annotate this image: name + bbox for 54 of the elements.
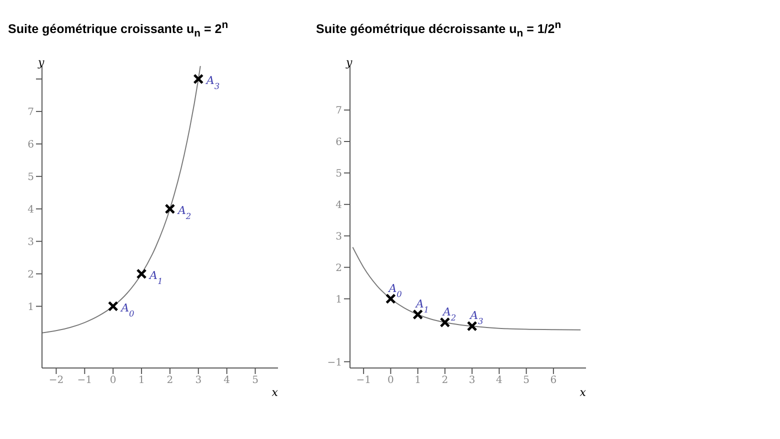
y-tick-label: 7 xyxy=(336,106,342,117)
point xyxy=(193,74,204,84)
line-series xyxy=(352,246,582,330)
x-axis-title: x xyxy=(272,386,279,399)
point xyxy=(440,317,450,328)
x-tick-label: 4 xyxy=(224,375,230,386)
y-tick-label: 5 xyxy=(336,168,342,180)
x-tick-label: 3 xyxy=(468,375,476,386)
chart-title: Suite géométrique croissante u$_{n}$ = 2$^{n}$ xyxy=(8,20,228,40)
y-tick-label: 1 xyxy=(28,302,34,313)
y-tick-label: 2 xyxy=(28,269,34,280)
x-tick-label: 3 xyxy=(195,375,202,386)
x-tick-label: 5 xyxy=(252,375,258,386)
x-tick-label: 6 xyxy=(550,375,557,386)
annotation: A$_{0}$ xyxy=(388,282,402,299)
point xyxy=(136,268,147,280)
x-tick-label: 0 xyxy=(110,375,116,386)
annotation: A$_{1}$ xyxy=(148,268,163,286)
y-tick-label: 3 xyxy=(336,231,342,242)
point xyxy=(466,320,478,332)
y-tick-label: 3 xyxy=(28,236,34,248)
y-tick-label: 4 xyxy=(336,200,342,211)
annotation: A$_{3}$ xyxy=(205,74,220,91)
y-tick-label: 6 xyxy=(336,137,342,148)
x-tick-label: 4 xyxy=(496,375,502,386)
y-tick-label: 2 xyxy=(336,262,342,274)
point xyxy=(385,294,396,304)
x-tick-label: 5 xyxy=(523,375,530,386)
chart-title: Suite géométrique décroissante u$_{n}$ = 1/2$^{n}$ xyxy=(316,20,562,40)
point xyxy=(412,309,424,320)
x-tick-label: 2 xyxy=(166,375,174,386)
x-tick-label: −2 xyxy=(48,375,64,386)
x-tick-label: 2 xyxy=(442,375,448,386)
x-tick-label: −1 xyxy=(356,375,371,386)
annotation: A$_{0}$ xyxy=(120,301,134,318)
x-tick-label: −1 xyxy=(77,375,92,386)
y-axis-title: y xyxy=(345,56,353,69)
x-tick-label: 1 xyxy=(138,375,145,386)
y-tick-label: −1 xyxy=(327,357,342,368)
y-tick-label: 4 xyxy=(28,204,34,216)
point xyxy=(108,301,118,312)
y-tick-label: 7 xyxy=(28,107,34,118)
point xyxy=(164,204,176,214)
annotation: A$_{2}$ xyxy=(176,204,192,221)
annotation: A$_{2}$ xyxy=(442,305,456,322)
y-tick-label: 6 xyxy=(28,139,34,150)
x-axis-title: x xyxy=(580,386,587,399)
annotation: A$_{1}$ xyxy=(414,298,430,315)
annotation: A$_{3}$ xyxy=(469,309,484,326)
y-tick-label: 5 xyxy=(28,172,34,183)
x-tick-label: 0 xyxy=(388,375,394,386)
x-tick-label: 1 xyxy=(414,375,422,386)
y-axis-title: y xyxy=(37,56,45,69)
y-tick-label: 1 xyxy=(336,294,342,306)
